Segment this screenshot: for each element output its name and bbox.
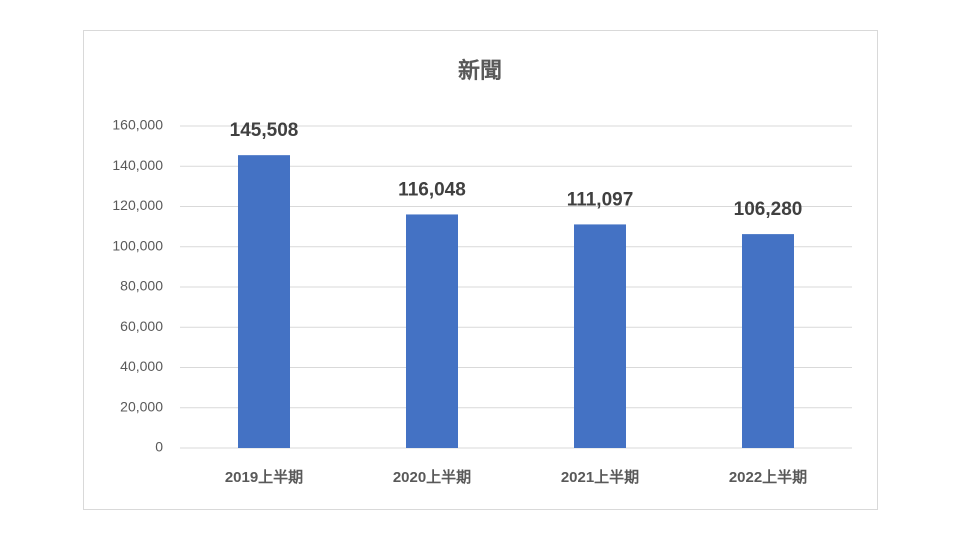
x-tick-label: 2019上半期 [225,468,303,486]
bar [574,224,626,448]
x-tick-label: 2020上半期 [393,468,471,486]
y-tick-label: 100,000 [112,237,163,253]
chart-title: 新聞 [458,58,502,83]
value-label: 145,508 [230,120,299,141]
bar [742,234,794,448]
y-tick-label: 20,000 [120,398,163,414]
bar [406,214,458,448]
x-tick-label: 2022上半期 [729,468,807,486]
bar [238,155,290,448]
y-tick-label: 120,000 [112,197,163,213]
y-tick-label: 0 [155,439,163,455]
x-tick-label: 2021上半期 [561,468,639,486]
value-label: 111,097 [567,189,634,210]
value-label: 106,280 [734,199,803,220]
y-tick-label: 40,000 [120,358,163,374]
y-tick-label: 80,000 [120,278,163,294]
y-tick-label: 160,000 [112,117,163,133]
value-label: 116,048 [398,179,466,200]
y-tick-label: 140,000 [112,157,163,173]
y-tick-label: 60,000 [120,318,163,334]
